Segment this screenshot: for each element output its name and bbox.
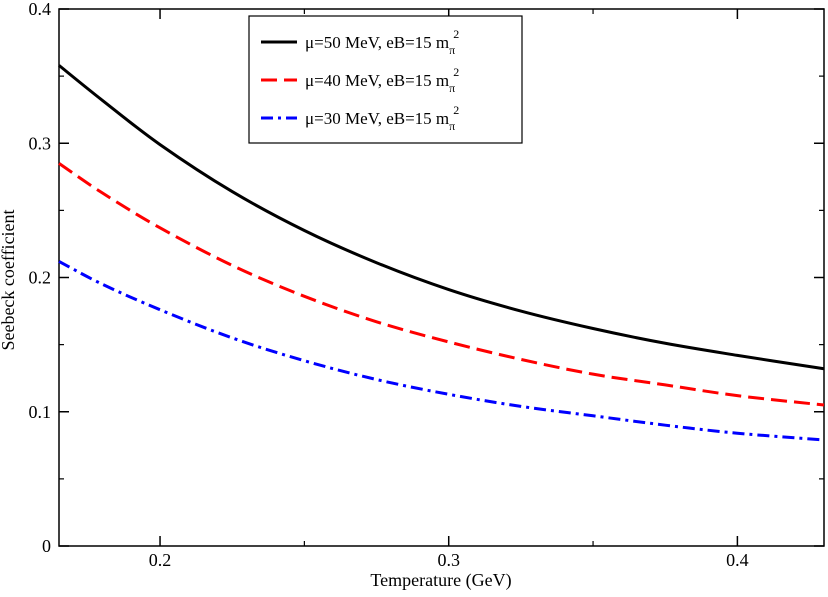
legend-label-2: μ=40 MeV, eB=15 mπ2: [305, 65, 459, 95]
legend-label-3: μ=30 MeV, eB=15 mπ2: [305, 103, 459, 133]
series-line-1: [58, 64, 825, 371]
x-tick-label: 0.3: [437, 550, 460, 570]
x-axis-title: Temperature (GeV): [370, 570, 511, 591]
y-tick-label: 0.2: [29, 268, 52, 288]
y-axis-title: Seebeck coefficient: [0, 209, 18, 350]
series-layer: [58, 64, 825, 442]
y-tick-label: 0.3: [29, 133, 52, 153]
legend-label-1: μ=50 MeV, eB=15 mπ2: [305, 27, 459, 57]
x-tick-label: 0.2: [149, 550, 172, 570]
y-tick-label: 0.4: [29, 0, 52, 19]
x-tick-label: 0.4: [726, 550, 749, 570]
y-tick-label: 0.1: [29, 402, 52, 422]
y-tick-label: 0: [42, 536, 51, 556]
series-line-2: [58, 162, 825, 407]
axes-layer: 0 0.1 0.2 0.3 0.4 0.2 0.3 0.4: [29, 0, 824, 570]
legend: μ=50 MeV, eB=15 mπ2 μ=40 MeV, eB=15 mπ2 μ=…: [248, 15, 523, 144]
